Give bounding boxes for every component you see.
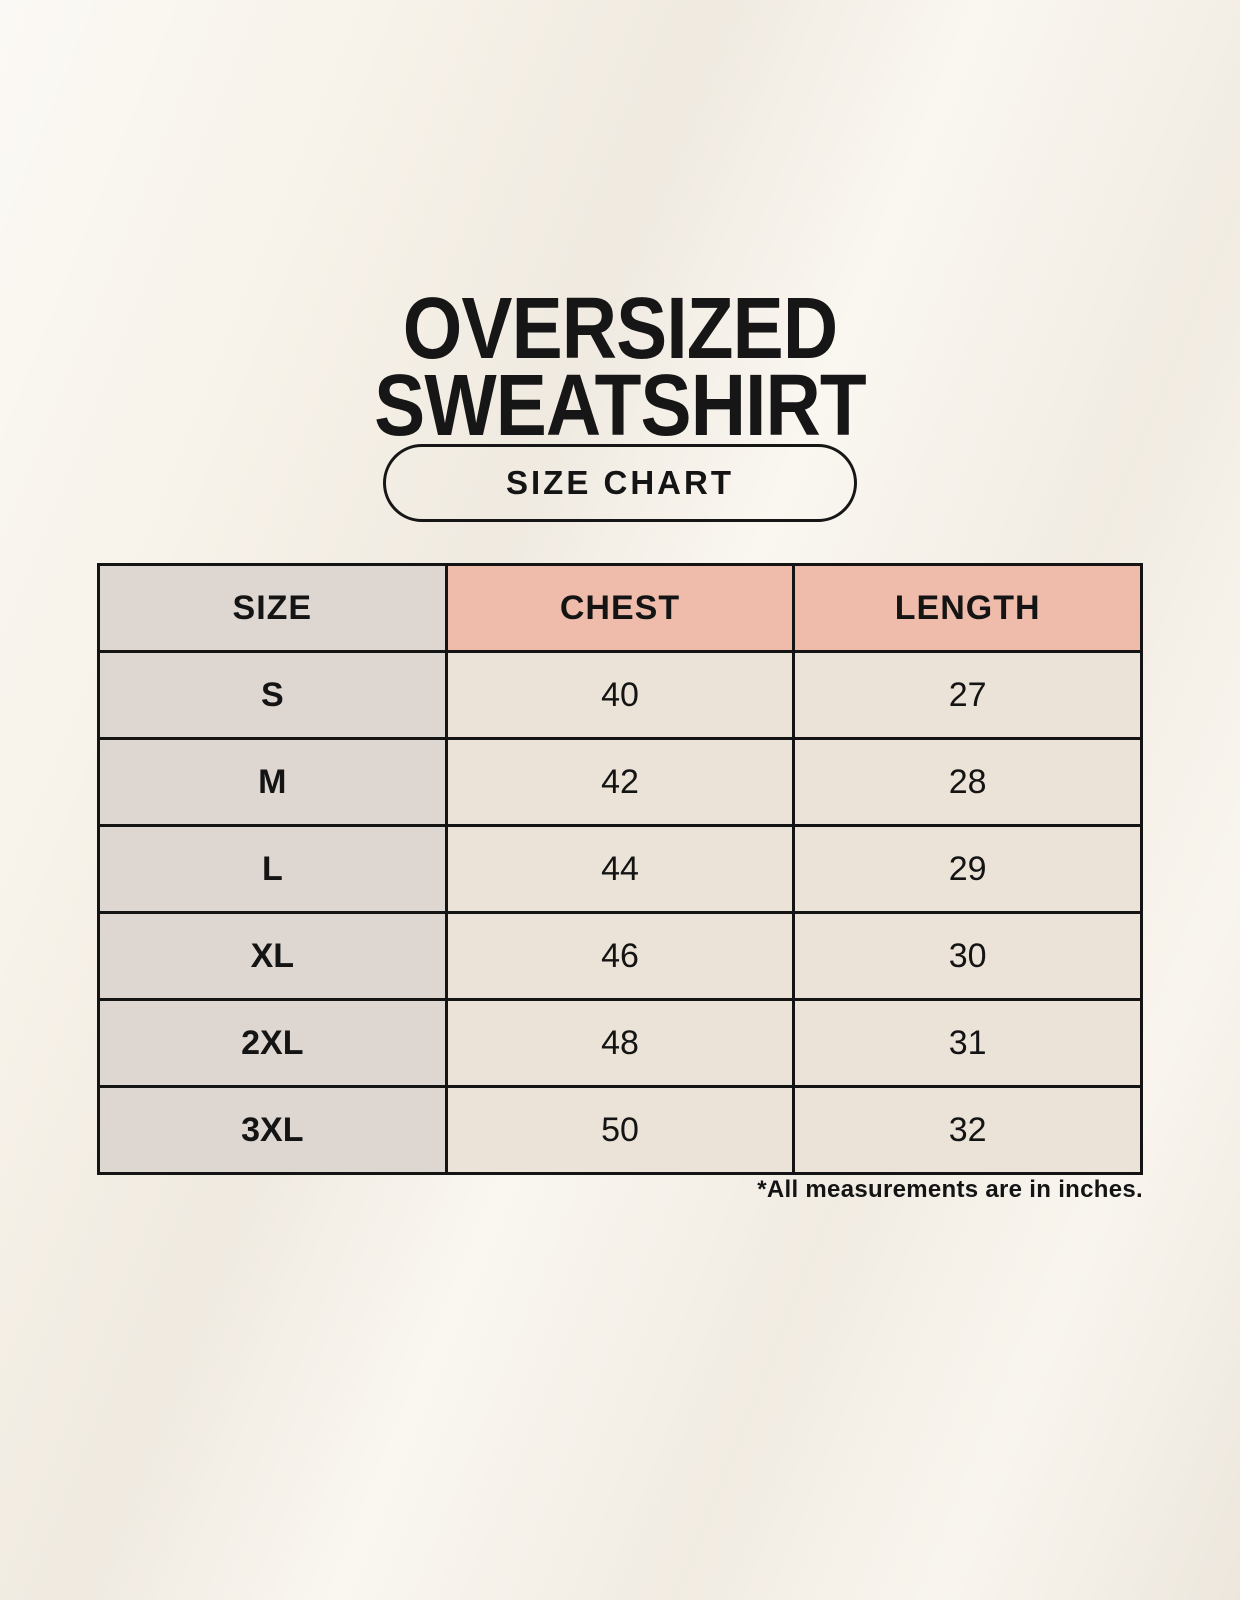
- size-chart-badge-label: SIZE CHART: [506, 464, 734, 501]
- table-row: 2XL 48 31: [97, 998, 1143, 1088]
- table-row: 3XL 50 32: [97, 1085, 1143, 1175]
- col-header-length: LENGTH: [792, 563, 1143, 653]
- chest-cell: 40: [444, 650, 796, 740]
- size-cell: M: [97, 737, 448, 827]
- table-row: L 44 29: [97, 824, 1143, 914]
- length-cell: 32: [792, 1085, 1143, 1175]
- page-title-line1: OVERSIZED: [402, 280, 838, 378]
- size-table: SIZE CHEST LENGTH S 40 27 M 42 28 L 44 2…: [97, 563, 1143, 1175]
- page-title: OVERSIZED SWEATSHIRT: [74, 280, 1165, 455]
- size-cell: 2XL: [97, 998, 448, 1088]
- length-cell: 29: [792, 824, 1143, 914]
- measurement-note: *All measurements are in inches.: [757, 1176, 1143, 1203]
- table-row: XL 46 30: [97, 911, 1143, 1001]
- size-chart-badge: SIZE CHART: [383, 444, 857, 522]
- chest-cell: 46: [444, 911, 796, 1001]
- table-row: S 40 27: [97, 650, 1143, 740]
- length-cell: 28: [792, 737, 1143, 827]
- size-cell: 3XL: [97, 1085, 448, 1175]
- page-title-line2: SWEATSHIRT: [374, 357, 867, 455]
- size-cell: L: [97, 824, 448, 914]
- length-cell: 31: [792, 998, 1143, 1088]
- table-header-row: SIZE CHEST LENGTH: [97, 563, 1143, 653]
- length-cell: 27: [792, 650, 1143, 740]
- col-header-chest: CHEST: [444, 563, 796, 653]
- size-cell: S: [97, 650, 448, 740]
- length-cell: 30: [792, 911, 1143, 1001]
- chest-cell: 42: [444, 737, 796, 827]
- chest-cell: 50: [444, 1085, 796, 1175]
- chest-cell: 44: [444, 824, 796, 914]
- chest-cell: 48: [444, 998, 796, 1088]
- col-header-size: SIZE: [97, 563, 448, 653]
- table-row: M 42 28: [97, 737, 1143, 827]
- size-cell: XL: [97, 911, 448, 1001]
